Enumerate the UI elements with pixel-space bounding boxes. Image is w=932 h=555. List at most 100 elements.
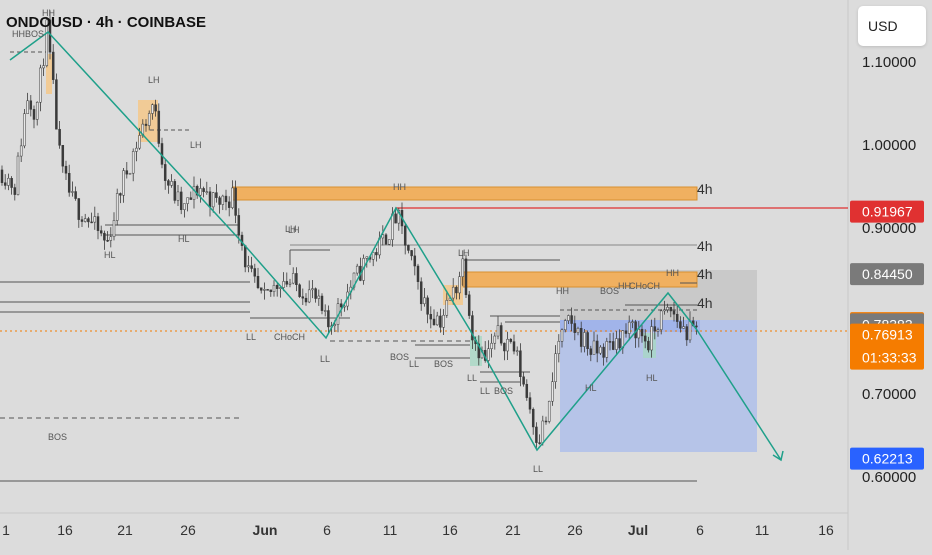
candle-56 [179,186,183,215]
candle-106 [339,299,343,317]
candle-body [682,326,685,329]
candle-27 [87,216,90,228]
price-tag-value: 0.91967 [862,204,913,220]
price-tag-0.76913: 0.76913 01:33:33 [850,323,924,370]
price-tag-countdown: 01:33:33 [862,350,917,366]
candle-body [250,265,253,269]
candle-body [595,340,599,354]
currency-button[interactable]: USD [858,6,926,46]
candle-116 [371,251,375,267]
candle-body [199,188,202,196]
price-tag-value: 0.84450 [862,266,913,282]
candle-body [467,294,471,316]
candle-body [42,65,45,69]
zigzag-structure-line [9,30,698,452]
candle-body [39,67,42,103]
candle-body [51,51,55,80]
candle-body [115,193,119,221]
candle-body [10,178,13,188]
candle-body [429,314,433,320]
candle-body [26,100,29,114]
candle-body [154,104,157,112]
candle-body [327,310,330,328]
candle-body [183,203,186,210]
candle-body [442,314,445,328]
y-tick-label-4: 0.60000 [862,469,916,486]
candle-body [611,341,615,350]
candle-186 [595,334,599,363]
candle-body [71,191,74,193]
annotation-hh-7: HH [393,182,406,192]
annotation-hh-22: HH [618,281,631,291]
candle-body [666,307,669,311]
price-tag-bg [850,323,924,370]
annotation-lh-3: LH [190,140,202,150]
candle-body [496,325,500,337]
candle-146 [467,290,471,319]
candle-body [282,281,285,288]
candle-body [675,313,679,322]
candle-body [131,151,135,174]
annotation-lh-4: LH [288,225,300,235]
candle-67 [215,184,218,203]
price-tag-0.91967: 0.91967 [850,200,924,223]
candle-175 [560,328,564,348]
candle-body [403,225,407,246]
candle-body [355,265,359,274]
candle-body [234,187,237,216]
candle-178 [570,307,573,332]
candle-0 [0,165,4,186]
candle-94 [301,288,305,305]
candle-body [394,213,397,224]
candle-body [407,245,410,251]
candle-body [541,420,545,444]
candle-body [29,100,33,110]
candle-35 [112,212,116,241]
candle-200 [640,324,644,343]
price-tag-value: 0.76913 [862,327,913,343]
candle-207 [663,300,666,315]
candle-body [560,329,564,342]
chart-title: ONDOUSD · 4h · COINBASE [6,14,206,31]
candle-111 [355,263,359,276]
candle-body [295,273,298,285]
candle-body [179,191,183,210]
candle-body [439,315,442,328]
candle-77 [247,255,250,273]
x-tick-label-16: 16 [818,522,834,538]
candle-173 [554,345,557,389]
candle-38 [122,168,125,203]
x-tick-label-16: 16 [57,522,73,538]
candle-147 [471,310,474,350]
x-tick-label-26: 26 [567,522,583,538]
candle-12 [39,64,42,112]
candle-body [317,295,321,299]
candle-190 [608,333,612,351]
candle-129 [413,247,417,276]
candle-196 [627,315,631,341]
candle-body [311,288,314,291]
candle-body [119,193,122,196]
x-tick-label-11: 11 [383,522,398,538]
annotation-choch-23: CHoCH [629,281,660,291]
candle-body [589,348,593,355]
candle-body [538,442,541,444]
candle-body [375,252,378,256]
candle-body [253,268,257,277]
candle-body [634,321,637,339]
candle-body [435,315,439,326]
candle-body [64,165,68,174]
candle-130 [416,263,420,290]
candle-body [314,288,317,299]
candle-body [167,180,170,186]
candle-body [301,296,305,299]
candle-192 [615,331,618,354]
candle-166 [531,407,535,435]
candle-102 [327,305,330,334]
candle-37 [119,192,122,204]
candle-body [128,172,132,175]
candle-80 [256,267,260,290]
candle-body [461,258,465,277]
